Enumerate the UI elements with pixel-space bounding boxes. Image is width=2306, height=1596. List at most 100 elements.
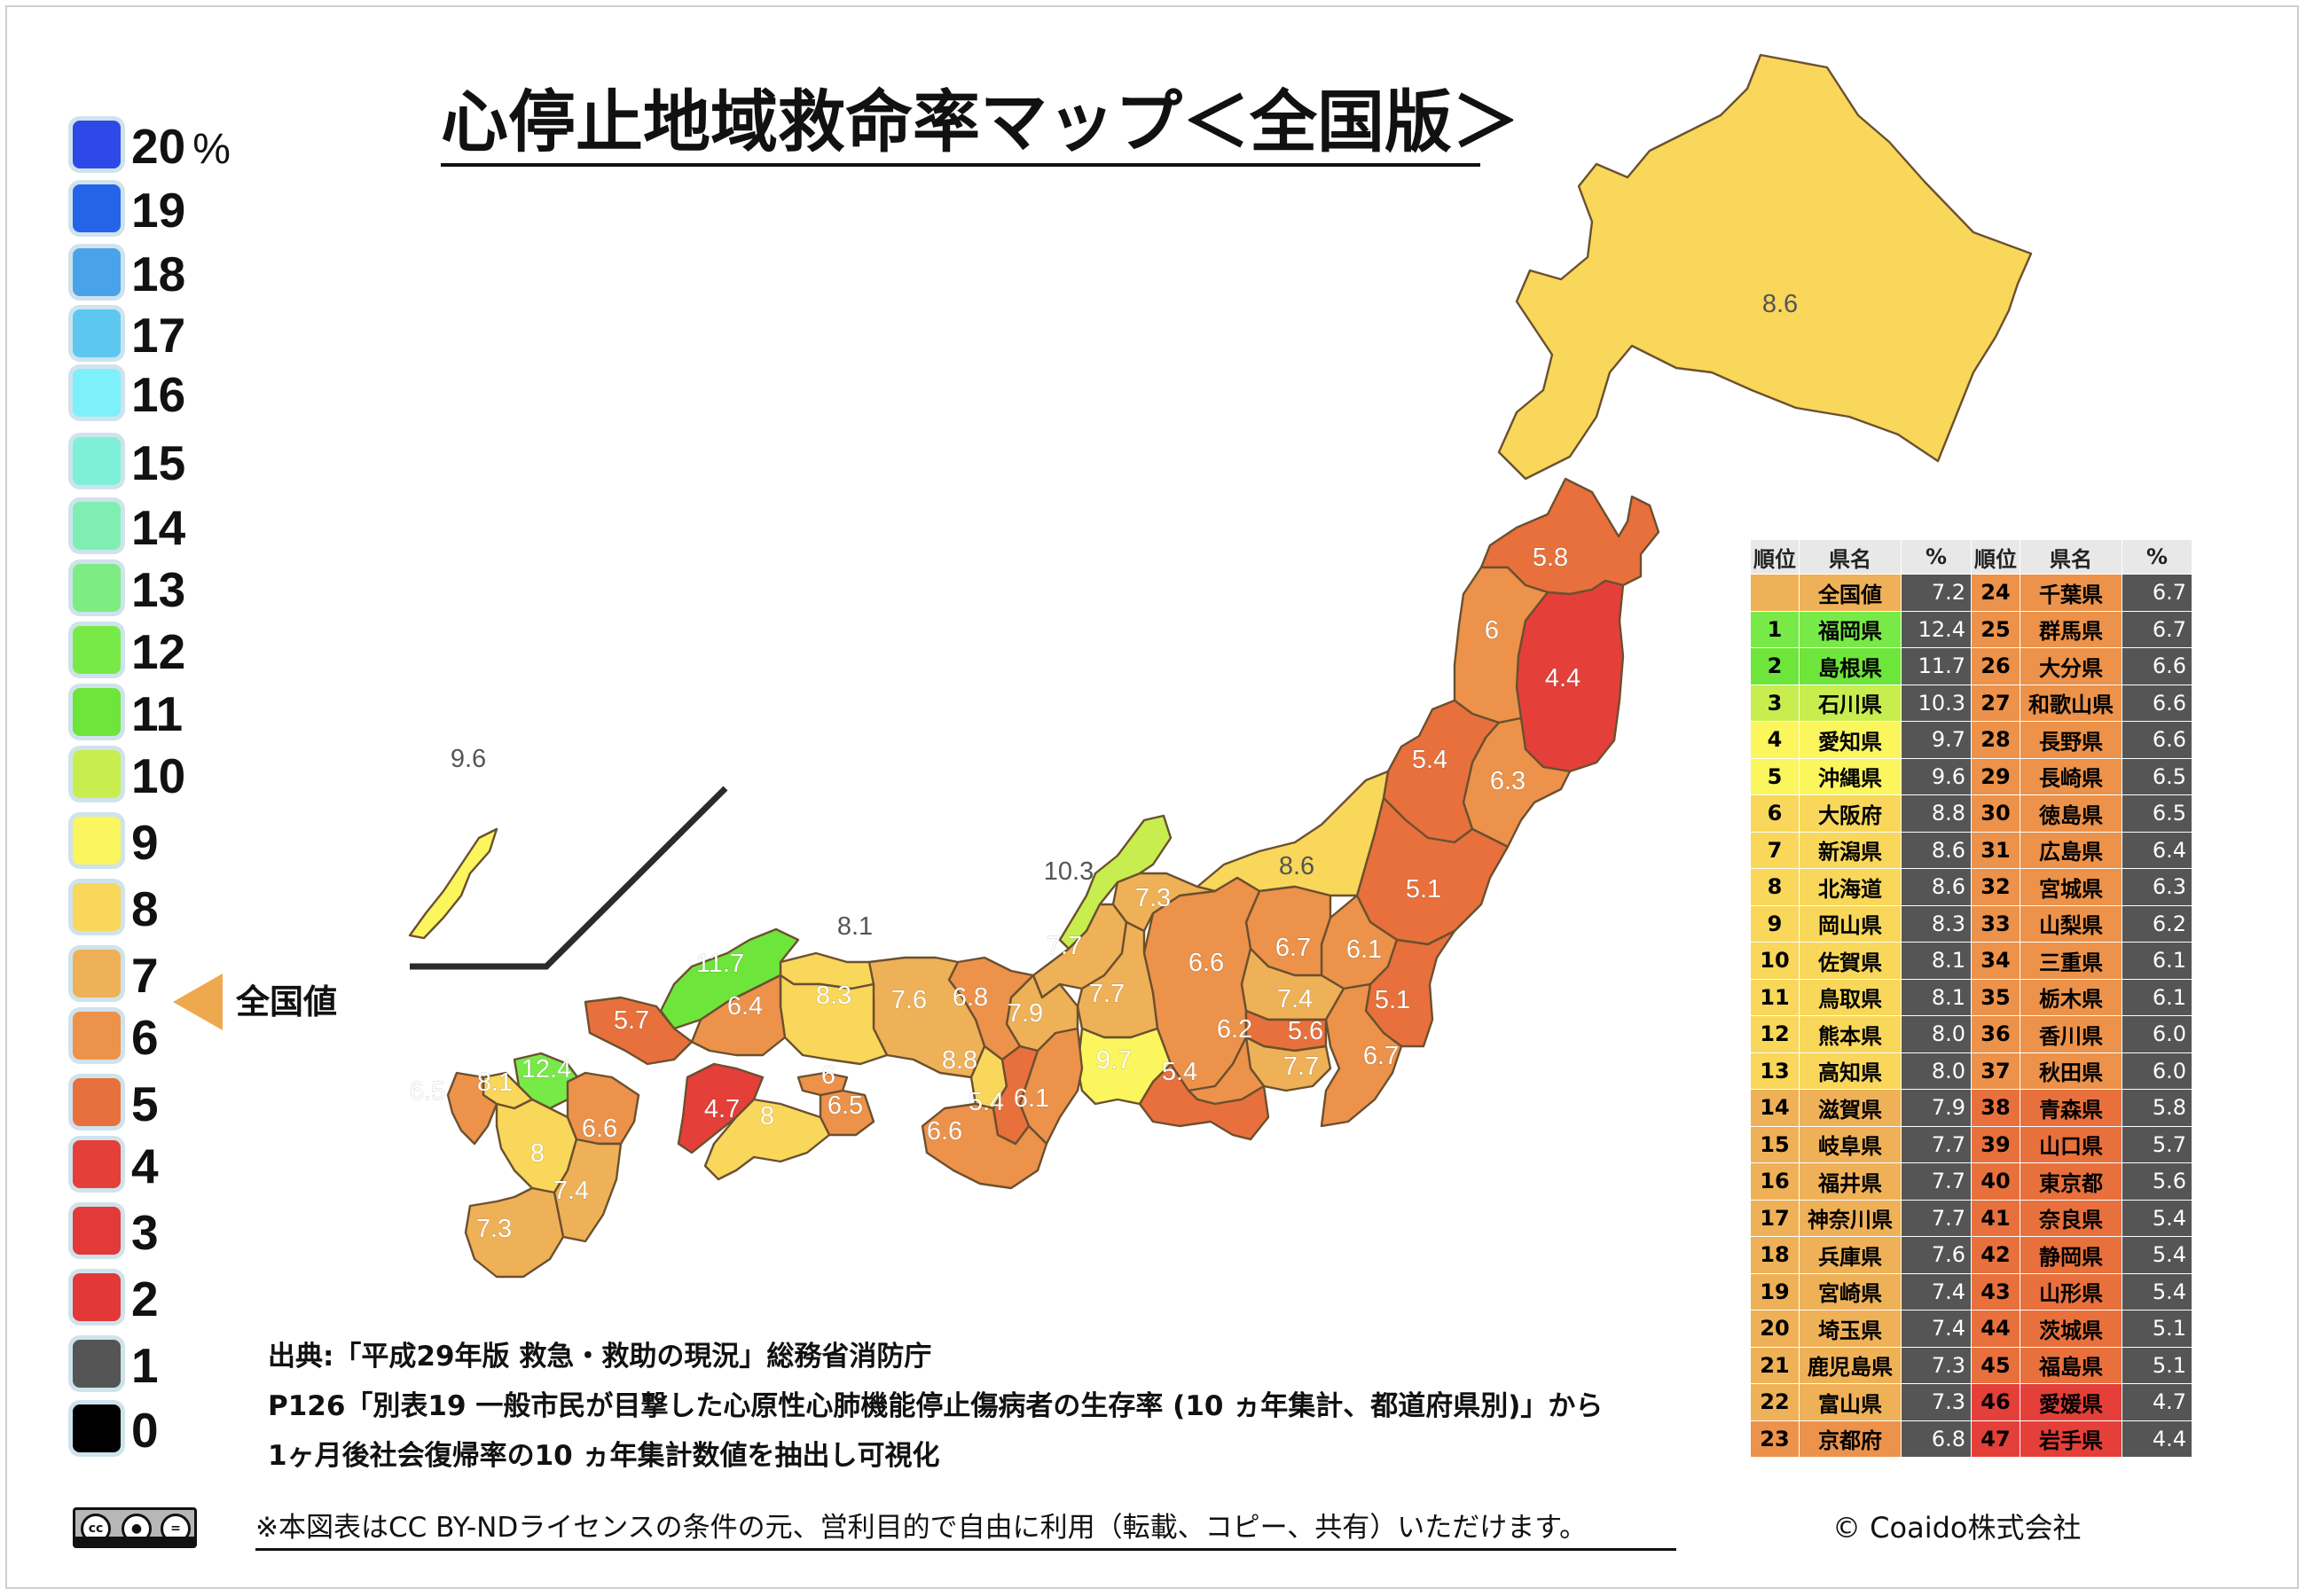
prefecture-宮崎県 <box>553 1138 623 1243</box>
legend-label: 20% <box>131 119 231 174</box>
rank-cell: 13 <box>1750 1052 1800 1090</box>
copyright: © Coaido株式会社 <box>1832 1511 2082 1545</box>
percent-cell: 8.0 <box>1901 1052 1972 1090</box>
legend-item-0: 0 <box>69 1401 353 1459</box>
ranking-row: 20 埼玉県 7.4 44 茨城県 5.1 <box>1750 1310 2192 1348</box>
ranking-row: 全国値 7.2 24 千葉県 6.7 <box>1750 574 2192 612</box>
percent-cell: 11.7 <box>1901 647 1972 685</box>
legend-label: 0 <box>131 1403 159 1458</box>
legend-item-7: 7 <box>69 946 353 1005</box>
prefecture-value-label: 6.6 <box>582 1115 617 1143</box>
prefecture-name-cell: 鳥取県 <box>1799 978 1902 1016</box>
percent-cell: 6.6 <box>2122 721 2192 759</box>
percent-cell: 5.6 <box>2122 1162 2192 1201</box>
rank-cell: 25 <box>1971 610 2020 648</box>
rank-cell: 27 <box>1971 684 2020 722</box>
legend-label: 2 <box>131 1271 159 1326</box>
ranking-row: 12 熊本県 8.0 36 香川県 6.0 <box>1750 1015 2192 1053</box>
rank-cell: 11 <box>1750 978 1800 1016</box>
ranking-row: 2 島根県 11.7 26 大分県 6.6 <box>1750 647 2192 685</box>
rank-cell: 15 <box>1750 1125 1800 1163</box>
percent-cell: 7.6 <box>1901 1236 1972 1274</box>
rank-cell: 35 <box>1971 978 2020 1016</box>
prefecture-value-label: 6 <box>1485 616 1499 645</box>
legend-label: 8 <box>131 881 159 936</box>
legend-swatch <box>73 626 121 674</box>
prefecture-value-label: 5.4 <box>1162 1058 1197 1086</box>
prefecture-value-label: 6.6 <box>1188 949 1224 977</box>
ranking-row: 8 北海道 8.6 32 宮城県 6.3 <box>1750 868 2192 906</box>
percent-cell: 7.3 <box>1901 1383 1972 1421</box>
prefecture-value-label: 7.4 <box>1277 985 1313 1013</box>
prefecture-value-label: 5.7 <box>614 1006 649 1035</box>
ranking-row: 19 宮崎県 7.4 43 山形県 5.4 <box>1750 1272 2192 1310</box>
source-notes: 出典:「平成29年版 救急・救助の現況」総務省消防庁 P126「別表19 一般市… <box>268 1332 1687 1481</box>
legend-item-12: 12 <box>69 622 353 681</box>
percent-cell: 6.1 <box>2122 942 2192 980</box>
legend-item-10: 10 <box>69 747 353 805</box>
prefecture-value-label: 8.6 <box>1279 852 1314 880</box>
legend-swatch <box>73 688 121 736</box>
prefecture-name-cell: 京都府 <box>1799 1420 1902 1458</box>
percent-cell: 7.4 <box>1901 1310 1972 1348</box>
legend-swatch <box>73 1078 121 1126</box>
prefecture-千葉県 <box>1320 982 1403 1128</box>
rank-cell: 14 <box>1750 1089 1800 1127</box>
prefecture-name-cell: 鹿児島県 <box>1799 1346 1902 1384</box>
percent-cell: 6.6 <box>2122 647 2192 685</box>
prefecture-value-label: 6.3 <box>1490 767 1526 795</box>
legend-swatch <box>73 369 121 417</box>
prefecture-name-cell: 群馬県 <box>2020 610 2122 648</box>
prefecture-name-cell: 三重県 <box>2020 942 2122 980</box>
percent-cell: 4.4 <box>2122 1420 2192 1458</box>
rank-cell: 37 <box>1971 1052 2020 1090</box>
percent-cell: 6.8 <box>1901 1420 1972 1458</box>
ranking-row: 3 石川県 10.3 27 和歌山県 6.6 <box>1750 684 2192 722</box>
percent-cell: 12.4 <box>1901 610 1972 648</box>
percent-cell: 4.7 <box>2122 1383 2192 1421</box>
legend-item-3: 3 <box>69 1203 353 1262</box>
percent-cell: 6.3 <box>2122 868 2192 906</box>
rank-cell: 30 <box>1971 794 2020 833</box>
prefecture-value-label: 6.1 <box>1346 935 1382 964</box>
legend-swatch <box>73 817 121 864</box>
prefecture-静岡県 <box>1138 1062 1270 1141</box>
prefecture-name-cell: 山口県 <box>2020 1125 2122 1163</box>
prefecture-value-label: 7.4 <box>553 1177 589 1205</box>
prefecture-name-cell: 秋田県 <box>2020 1052 2122 1090</box>
rank-cell: 20 <box>1750 1310 1800 1348</box>
rank-cell: 18 <box>1750 1236 1800 1274</box>
ranking-row: 21 鹿児島県 7.3 45 福島県 5.1 <box>1750 1346 2192 1384</box>
prefecture-name-cell: 富山県 <box>1799 1383 1902 1421</box>
legend-item-17: 17 <box>69 306 353 364</box>
percent-cell: 6.2 <box>2122 904 2192 943</box>
prefecture-value-label: 6.1 <box>1014 1084 1049 1113</box>
percent-cell: 5.1 <box>2122 1346 2192 1384</box>
legend-swatch <box>73 1273 121 1321</box>
prefecture-長崎県 <box>446 1071 498 1146</box>
percent-cell: 8.6 <box>1901 831 1972 869</box>
legend-item-11: 11 <box>69 685 353 743</box>
rank-cell: 19 <box>1750 1272 1800 1310</box>
legend-item-8: 8 <box>69 880 353 938</box>
percent-cell: 6.0 <box>2122 1015 2192 1053</box>
ranking-row: 5 沖縄県 9.6 29 長崎県 6.5 <box>1750 757 2192 795</box>
header-rank-right: 順位 <box>1971 539 2020 575</box>
percent-cell: 8.3 <box>1901 904 1972 943</box>
prefecture-name-cell: 沖縄県 <box>1799 757 1902 795</box>
license-note: ※本図表はCC BY-NDライセンスの条件の元、営利目的で自由に利用（転載、コピ… <box>255 1507 1676 1551</box>
legend-label: 9 <box>131 815 159 870</box>
prefecture-value-label: 7.7 <box>1089 980 1125 1008</box>
prefecture-name-cell: 宮崎県 <box>1799 1272 1902 1310</box>
prefecture-value-label: 7.3 <box>476 1215 512 1243</box>
percent-cell: 6.1 <box>2122 978 2192 1016</box>
legend-item-20: 20% <box>69 117 353 176</box>
rank-cell: 46 <box>1971 1383 2020 1421</box>
legend-item-1: 1 <box>69 1336 353 1395</box>
percent-cell: 6.7 <box>2122 610 2192 648</box>
legend-label: 13 <box>131 562 186 617</box>
percent-cell: 7.7 <box>1901 1162 1972 1201</box>
prefecture-広島県 <box>690 974 787 1057</box>
prefecture-value-label: 8.3 <box>816 982 851 1010</box>
